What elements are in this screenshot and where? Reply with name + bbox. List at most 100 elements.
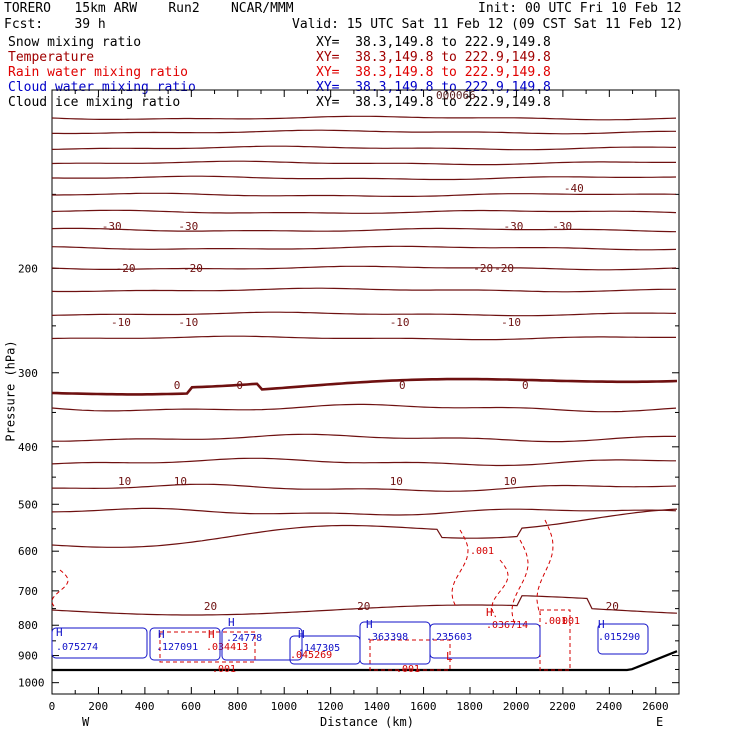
cloud-water-label: .127091	[156, 642, 198, 653]
cloud-water-label: .015290	[598, 632, 640, 643]
rain-label: .001	[470, 546, 494, 557]
isotherm-line	[51, 265, 677, 271]
low-marker: L	[446, 650, 453, 663]
isotherm-line	[51, 287, 676, 293]
x-tick-label: 800	[228, 700, 248, 713]
isotherm-line	[52, 192, 677, 197]
isotherm-label: 0	[236, 379, 243, 392]
high-marker: H	[366, 618, 373, 631]
y-tick-label: 300	[18, 367, 38, 380]
x-tick-label: 2400	[596, 700, 623, 713]
isotherm-line	[51, 160, 676, 166]
field-snow-xy: XY= 38.3,149.8 to 222.9,149.8	[316, 35, 551, 50]
isotherm-label: -20	[183, 262, 203, 275]
isotherm-line	[52, 175, 677, 181]
high-marker: H	[486, 606, 493, 619]
isotherm-label: 20	[606, 600, 619, 613]
rain-label: .034413	[206, 642, 248, 653]
isotherm-label: 0	[399, 379, 406, 392]
isotherm-label: -10	[111, 316, 131, 329]
isotherm-label: 10	[503, 475, 516, 488]
isotherm-zero-line	[51, 377, 678, 396]
header-fcst: Fcst: 39 h	[4, 17, 106, 32]
rain-label: .045269	[290, 650, 332, 661]
isotherm-label: -10	[501, 316, 521, 329]
isotherm-line	[51, 457, 676, 467]
y-tick-label: 500	[18, 498, 38, 511]
cloud-water-contour	[221, 627, 303, 661]
rain-contour	[451, 529, 469, 607]
isotherm-line	[51, 145, 677, 151]
field-cloudwater-xy: XY= 38.3,149.8 to 222.9,149.8	[316, 80, 551, 95]
y-axis-label: Pressure (hPa)	[3, 340, 18, 442]
cloud-water-contour	[597, 623, 649, 655]
rain-label: .001	[396, 664, 420, 675]
header-model: TORERO 15km ARW Run2 NCAR/MMM	[4, 1, 294, 16]
x-axis-east-label: E	[656, 715, 664, 729]
field-cloudice-name: Cloud ice mixing ratio	[8, 95, 181, 110]
y-tick-label: 700	[18, 585, 38, 598]
x-tick-label: 400	[135, 700, 155, 713]
isotherm-label: -20	[494, 262, 514, 275]
x-tick-label: 1800	[456, 700, 483, 713]
x-axis-label: Distance (km)	[320, 715, 414, 729]
isotherm-line	[51, 403, 677, 413]
field-cloudwater-name: Cloud water mixing ratio	[8, 80, 196, 95]
x-tick-label: 1600	[410, 700, 437, 713]
rain-contour	[159, 631, 256, 663]
x-tick-label: 2600	[642, 700, 669, 713]
isotherm-label: 20	[357, 600, 370, 613]
high-marker: H	[56, 626, 63, 639]
isotherm-label: 10	[174, 475, 187, 488]
isotherm-line	[51, 335, 676, 341]
isotherm-label: -30	[178, 220, 198, 233]
x-axis-west-label: W	[82, 715, 90, 729]
x-tick-label: 1000	[271, 700, 298, 713]
rain-contour	[51, 569, 69, 609]
isotherm-label: 0	[522, 379, 529, 392]
rain-label: .001	[543, 616, 567, 627]
plot-frame	[51, 89, 680, 695]
high-marker: H	[598, 618, 605, 631]
cloud-water-contour	[429, 623, 541, 659]
header-init: Init: 00 UTC Fri 10 Feb 12	[478, 1, 682, 16]
isotherm-label: -40	[564, 182, 584, 195]
isotherm-line	[51, 245, 677, 251]
rain-contour	[511, 539, 529, 626]
y-tick-label: 200	[18, 262, 38, 275]
cloud-water-contour	[51, 627, 148, 659]
x-tick-label: 0	[49, 700, 56, 713]
y-tick-label: 400	[18, 441, 38, 454]
y-tick-label: 600	[18, 545, 38, 558]
high-marker: H	[228, 616, 235, 629]
rain-contour	[536, 519, 554, 616]
cloud-water-label: .24778	[226, 633, 262, 644]
isotherm-label: 10	[118, 475, 131, 488]
isotherm-line	[51, 507, 677, 516]
isotherm-line	[51, 209, 677, 214]
x-tick-label: 2000	[503, 700, 530, 713]
y-tick-label: 800	[18, 619, 38, 632]
rain-label: .036714	[486, 620, 528, 631]
high-marker: H	[298, 628, 305, 641]
x-tick-label: 600	[181, 700, 201, 713]
x-tick-label: 2200	[549, 700, 576, 713]
y-tick-label: 1000	[18, 677, 45, 690]
field-temperature-xy: XY= 38.3,149.8 to 222.9,149.8	[316, 50, 551, 65]
isotherm-label: -10	[178, 316, 198, 329]
field-cloudice-xy: XY= 38.3,149.8 to 222.9,149.8	[316, 95, 551, 110]
isotherm-label: -10	[390, 316, 410, 329]
isotherm-line	[51, 311, 677, 317]
isotherm-label: 0	[174, 379, 181, 392]
field-rain-xy: XY= 38.3,149.8 to 222.9,149.8	[316, 65, 551, 80]
y-tick-label: 900	[18, 650, 38, 663]
isotherm-line	[51, 115, 677, 121]
terrain-line	[52, 650, 678, 672]
cloud-water-label: .075274	[56, 642, 98, 653]
high-marker: H	[158, 628, 165, 641]
cloud-water-label: .147305	[298, 643, 340, 654]
isotherm-line	[52, 433, 676, 443]
isotherm-line	[51, 595, 678, 616]
rain-label: .001	[556, 616, 580, 627]
